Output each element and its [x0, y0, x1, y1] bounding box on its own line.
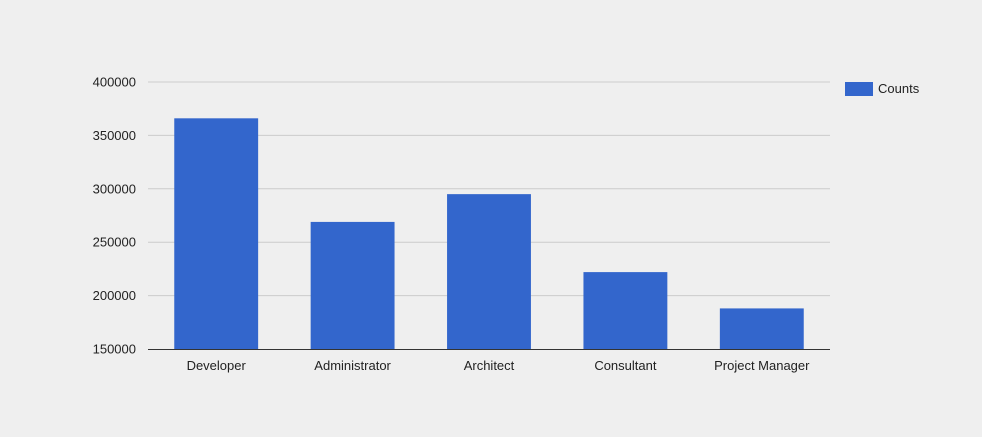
x-axis-ticks: Developer Administrator Architect Consultan… [187, 358, 811, 373]
y-tick-label: 400000 [93, 75, 136, 90]
legend-swatch-counts [845, 81, 873, 96]
y-axis-ticks: 150000 200000 250000 300000 350000 400000 [93, 75, 136, 357]
bar-project-manager[interactable] [719, 308, 804, 349]
x-tick-label: Developer [187, 358, 247, 373]
x-tick-label: Project Manager [714, 358, 810, 373]
bar-consultant[interactable] [583, 272, 668, 349]
legend-label-counts: Counts [878, 81, 920, 96]
y-tick-label: 150000 [93, 342, 136, 357]
y-tick-label: 350000 [93, 128, 136, 143]
x-tick-label: Administrator [314, 358, 391, 373]
bar-administrator[interactable] [310, 221, 395, 349]
y-tick-label: 250000 [93, 235, 136, 250]
y-tick-label: 200000 [93, 288, 136, 303]
bar-architect[interactable] [447, 194, 531, 349]
x-tick-label: Consultant [594, 358, 657, 373]
x-tick-label: Architect [464, 358, 515, 373]
bar-developer[interactable] [174, 118, 259, 349]
gridlines [148, 81, 830, 297]
legend: Counts [845, 81, 919, 96]
y-tick-label: 300000 [93, 181, 136, 196]
bars [174, 118, 804, 349]
